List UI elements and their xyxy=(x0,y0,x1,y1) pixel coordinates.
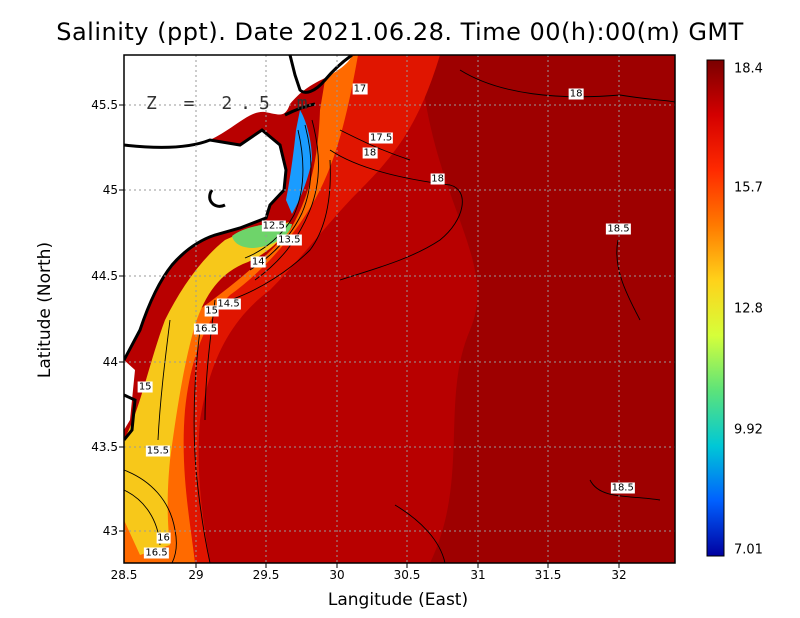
contour-label: 15.5 xyxy=(145,445,171,457)
contour-label: 18 xyxy=(362,147,378,159)
coastal-yellow-band xyxy=(124,222,290,555)
x-tick-label: 30 xyxy=(329,568,345,582)
contour-label: 18.5 xyxy=(606,223,631,235)
land-south xyxy=(124,360,135,430)
x-tick-label: 31.5 xyxy=(534,568,562,582)
tick-marks xyxy=(119,104,620,568)
y-axis-label: Latitude (North) xyxy=(35,241,55,379)
contour-label: 14 xyxy=(250,256,266,268)
x-tick-label: 29 xyxy=(188,568,204,582)
x-tick-label: 31 xyxy=(470,568,486,582)
y-tick-label: 45.5 xyxy=(91,98,118,112)
offshore-zone xyxy=(420,55,675,563)
contour-label: 18 xyxy=(430,173,446,185)
colorbar-tick-label: 18.4 xyxy=(734,61,763,77)
coastal-red-band xyxy=(124,55,440,563)
contour-label: 17.5 xyxy=(368,132,394,144)
x-tick-label: 30.5 xyxy=(393,568,421,582)
colorbar xyxy=(706,59,725,557)
contour-label: 17 xyxy=(352,83,368,95)
y-tick-label: 43.5 xyxy=(91,440,118,454)
colorbar-tick-label: 7.01 xyxy=(734,542,763,558)
contour-label: 16.5 xyxy=(193,323,219,335)
contour-label: 15 xyxy=(204,305,219,317)
contour-label: 15 xyxy=(137,381,153,393)
y-tick-label: 43 xyxy=(102,524,118,538)
coastal-orange-band xyxy=(124,55,358,563)
contour-label: 18.5 xyxy=(610,482,635,494)
contour-label: 13.5 xyxy=(277,234,302,246)
colorbar-tick-label: 15.7 xyxy=(734,180,763,196)
x-tick-label: 28.5 xyxy=(110,568,138,582)
land-coast xyxy=(124,130,286,360)
colorbar-tick-label: 9.92 xyxy=(734,422,763,438)
colorbar-tick-label: 12.8 xyxy=(734,301,763,317)
contour-label: 16 xyxy=(156,532,171,544)
y-tick-label: 44.5 xyxy=(91,269,118,283)
x-tick-label: 32 xyxy=(611,568,627,582)
plot-frame xyxy=(123,54,676,564)
map-field xyxy=(124,55,675,563)
river-plume-blue xyxy=(286,110,312,214)
contour-label: 14.5 xyxy=(216,298,241,310)
contour-lines xyxy=(124,69,675,563)
coastline xyxy=(124,55,353,441)
depth-label: Z = 2.5 m xyxy=(146,93,316,114)
contour-label: 18 xyxy=(568,88,584,100)
grid-lines xyxy=(124,55,675,563)
x-tick-label: 29.5 xyxy=(252,568,280,582)
contour-label: 12.5 xyxy=(261,220,286,232)
y-tick-label: 45 xyxy=(102,183,118,197)
map-title: Salinity (ppt). Date 2021.06.28. Time 00… xyxy=(56,18,744,46)
contour-label: 16.5 xyxy=(144,547,169,559)
y-tick-label: 44 xyxy=(102,355,118,369)
x-axis-label: Langitude (East) xyxy=(327,590,469,610)
